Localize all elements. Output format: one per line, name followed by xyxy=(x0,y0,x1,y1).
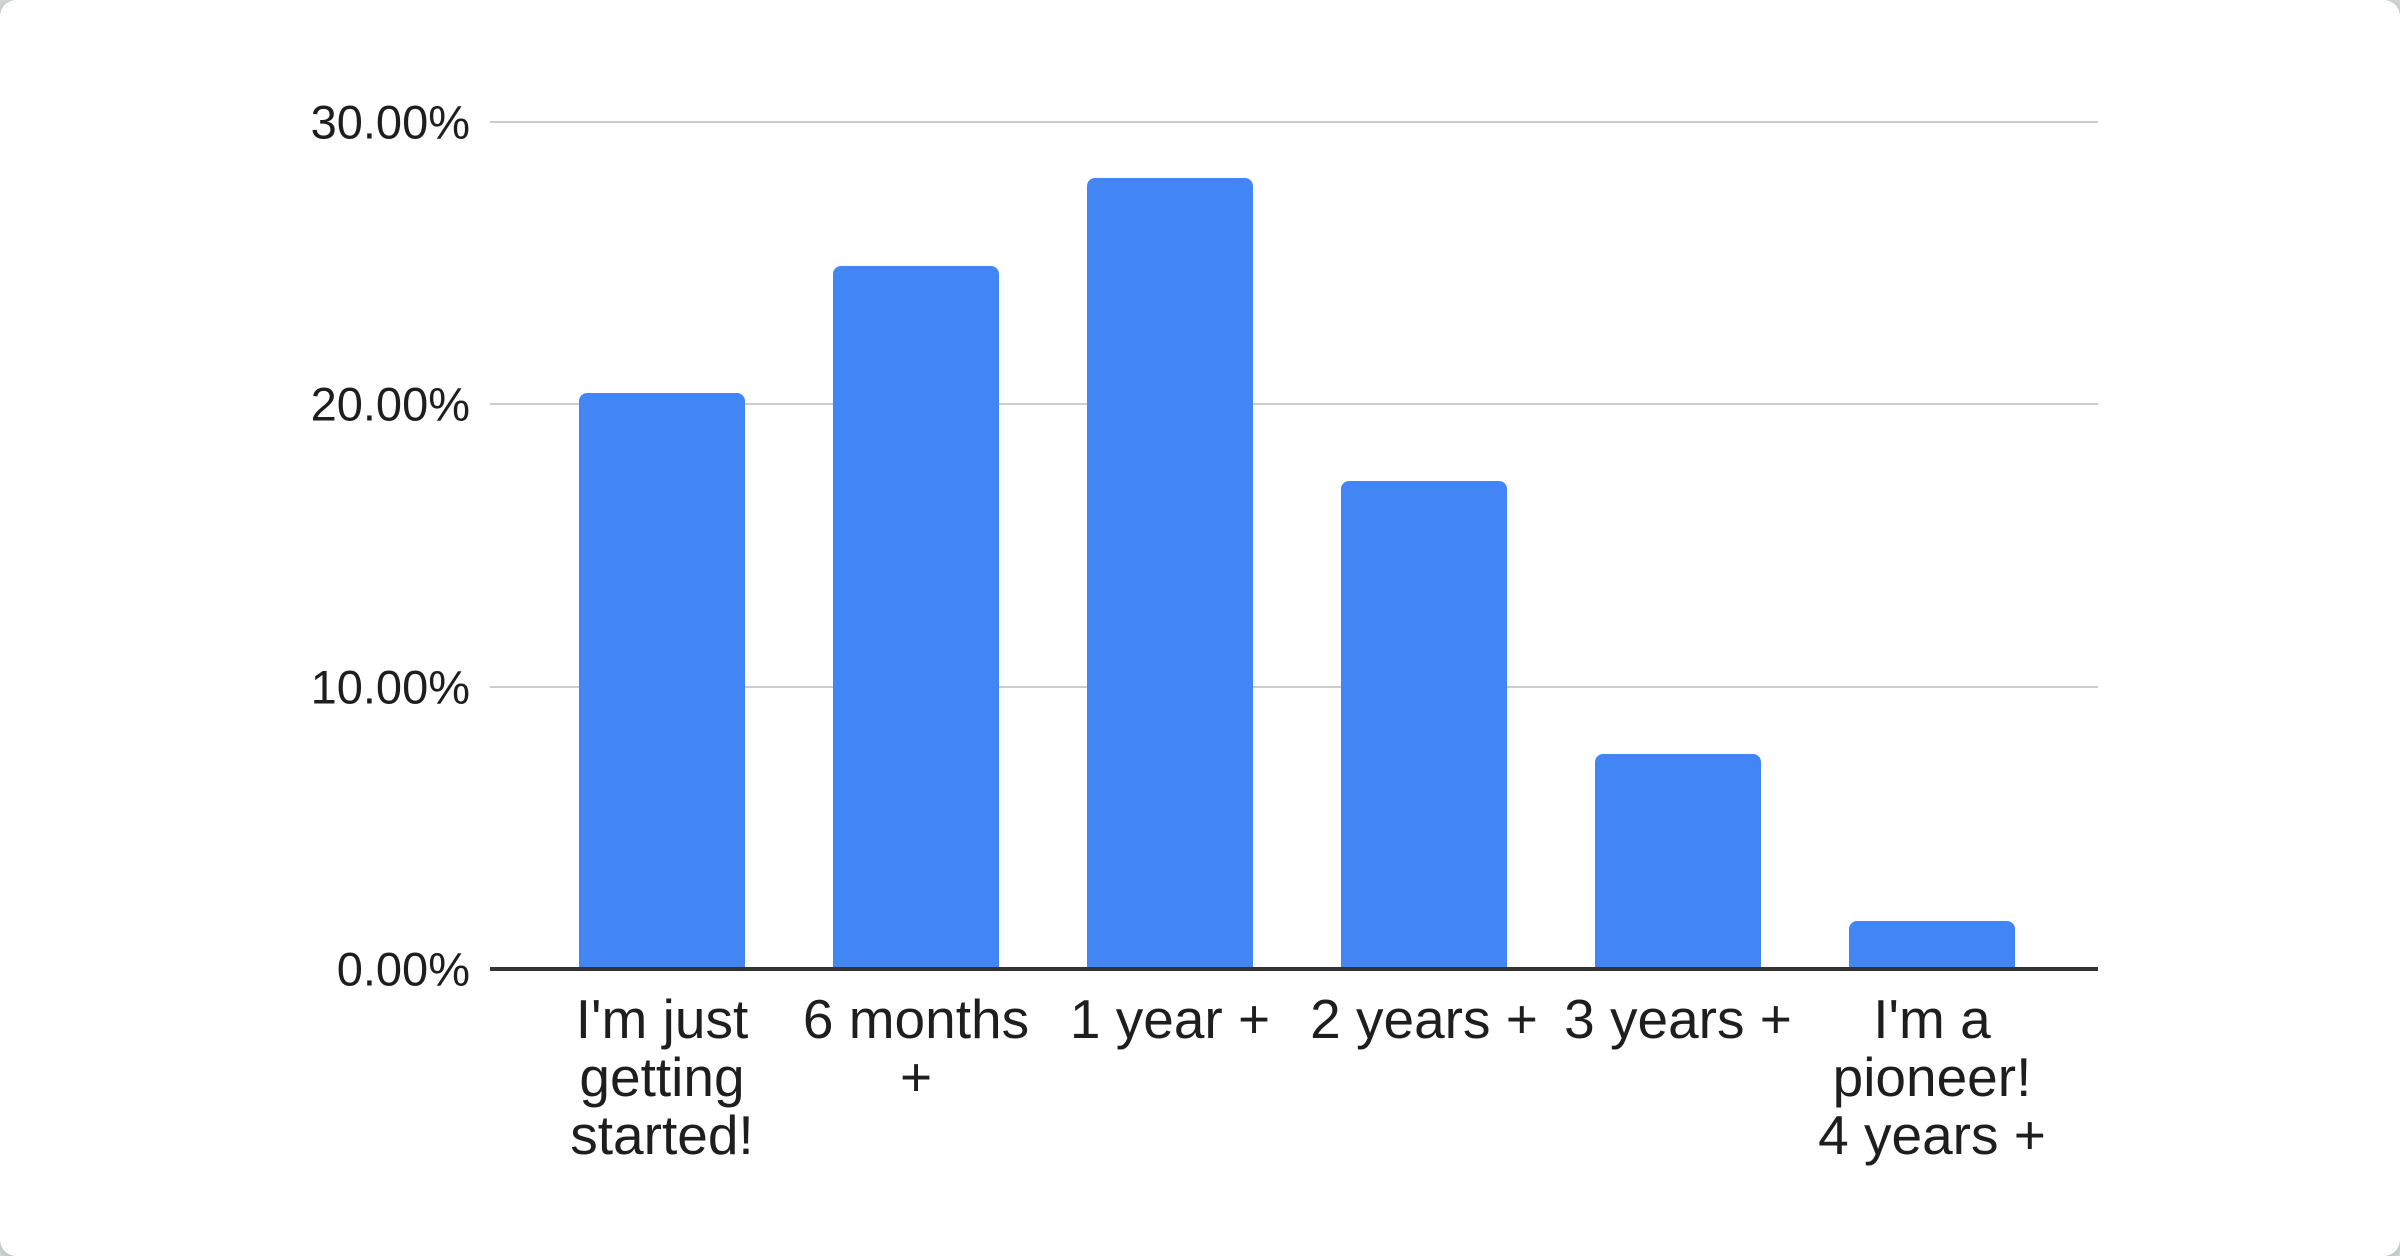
x-category-label: 1 year + xyxy=(1069,988,1271,1050)
y-tick-label: 10.00% xyxy=(310,660,470,714)
y-tick-label: 20.00% xyxy=(310,377,470,431)
x-category-label: I'm just getting started! xyxy=(570,988,754,1166)
bar-band xyxy=(1805,122,2059,969)
bar[interactable] xyxy=(1849,921,2015,969)
bar[interactable] xyxy=(833,266,999,969)
gridline xyxy=(490,403,2098,406)
bar-band xyxy=(1043,122,1297,969)
bar-band xyxy=(535,122,789,969)
x-axis-line xyxy=(490,967,2098,971)
bar[interactable] xyxy=(1341,480,1507,969)
bar-band xyxy=(789,122,1043,969)
x-category-label: 6 months + xyxy=(802,988,1030,1108)
bar[interactable] xyxy=(579,393,745,969)
x-category-label: I'm a pioneer! 4 years + xyxy=(1818,988,2046,1166)
bar[interactable] xyxy=(1595,754,1761,969)
bars xyxy=(535,122,2059,969)
x-category-label: 3 years + xyxy=(1564,988,1792,1050)
x-category-label: 2 years + xyxy=(1310,988,1538,1050)
bar-band xyxy=(1551,122,1805,969)
gridline xyxy=(490,685,2098,688)
y-tick-label: 0.00% xyxy=(336,942,470,996)
plot-area xyxy=(490,121,2098,971)
bar-band xyxy=(1297,122,1551,969)
y-tick-label: 30.00% xyxy=(310,95,470,149)
bar[interactable] xyxy=(1087,178,1253,969)
gridline xyxy=(490,121,2098,123)
x-axis-labels: I'm just getting started! 6 months + 1 yea… xyxy=(535,990,2059,1164)
y-axis-labels: 0.00% 10.00% 20.00% 30.00% xyxy=(150,99,470,993)
